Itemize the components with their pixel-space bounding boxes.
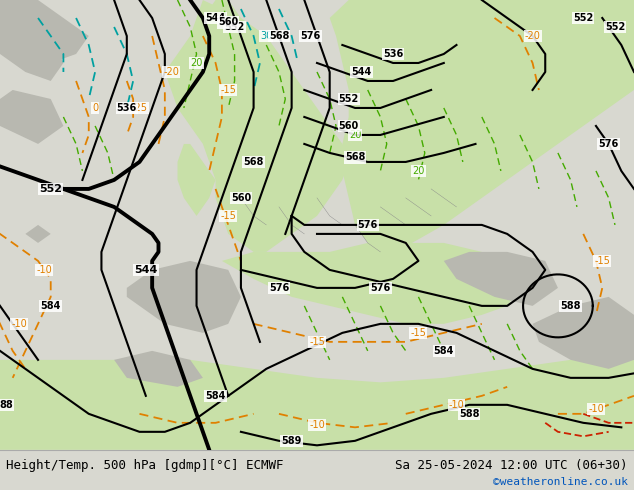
Text: 576: 576 <box>598 139 619 149</box>
Text: 576: 576 <box>358 220 378 230</box>
Text: 552: 552 <box>339 94 359 104</box>
Text: 568: 568 <box>345 152 365 163</box>
Text: -15: -15 <box>594 256 611 266</box>
Polygon shape <box>25 225 51 243</box>
Text: -10: -10 <box>309 420 325 430</box>
Polygon shape <box>165 0 349 252</box>
Text: 552: 552 <box>573 13 593 23</box>
Polygon shape <box>114 351 203 387</box>
Text: -20: -20 <box>163 67 179 77</box>
Text: -15: -15 <box>410 328 427 338</box>
Text: -10: -10 <box>11 319 27 329</box>
Text: -15: -15 <box>220 85 236 95</box>
Text: 536: 536 <box>117 103 137 113</box>
Polygon shape <box>0 351 634 450</box>
Text: 544: 544 <box>134 265 157 275</box>
Polygon shape <box>444 252 558 306</box>
Text: 20: 20 <box>349 130 361 140</box>
Polygon shape <box>0 0 89 63</box>
Text: 536: 536 <box>383 49 403 59</box>
Text: 568: 568 <box>269 31 289 41</box>
Polygon shape <box>222 243 520 324</box>
Text: 0: 0 <box>92 103 98 113</box>
Text: 560: 560 <box>218 18 238 27</box>
Text: 588: 588 <box>560 301 581 311</box>
Text: ©weatheronline.co.uk: ©weatheronline.co.uk <box>493 477 628 487</box>
Text: 576: 576 <box>301 31 321 41</box>
Text: 589: 589 <box>281 436 302 446</box>
Text: 544: 544 <box>205 13 226 23</box>
Text: 552: 552 <box>224 22 245 32</box>
Polygon shape <box>533 297 634 369</box>
Polygon shape <box>178 144 216 216</box>
Text: 576: 576 <box>269 283 289 293</box>
Text: 576: 576 <box>370 283 391 293</box>
Text: -15: -15 <box>220 211 236 221</box>
Text: 544: 544 <box>351 67 372 77</box>
Text: -10: -10 <box>588 404 604 415</box>
Text: -10: -10 <box>37 265 52 275</box>
Polygon shape <box>127 261 241 333</box>
Polygon shape <box>0 18 63 81</box>
Text: 20: 20 <box>412 166 425 176</box>
Text: 584: 584 <box>434 346 454 356</box>
Polygon shape <box>0 90 63 144</box>
Text: -10: -10 <box>449 400 464 410</box>
Polygon shape <box>190 0 266 117</box>
Polygon shape <box>330 0 634 252</box>
Text: 88: 88 <box>0 400 13 410</box>
Text: 560: 560 <box>339 121 359 131</box>
Text: Height/Temp. 500 hPa [gdmp][°C] ECMWF: Height/Temp. 500 hPa [gdmp][°C] ECMWF <box>6 459 284 471</box>
Text: Sa 25-05-2024 12:00 UTC (06+30): Sa 25-05-2024 12:00 UTC (06+30) <box>395 459 628 471</box>
Text: 552: 552 <box>605 22 625 32</box>
Text: 568: 568 <box>243 157 264 167</box>
Text: -15: -15 <box>309 337 325 347</box>
Text: 30: 30 <box>260 31 273 41</box>
Text: -20: -20 <box>524 31 541 41</box>
Text: 588: 588 <box>459 409 479 419</box>
Text: 560: 560 <box>231 193 251 203</box>
Text: 584: 584 <box>41 301 61 311</box>
Text: 584: 584 <box>205 391 226 401</box>
Text: -25: -25 <box>131 103 148 113</box>
Text: 20: 20 <box>190 58 203 68</box>
Text: 552: 552 <box>39 184 62 194</box>
